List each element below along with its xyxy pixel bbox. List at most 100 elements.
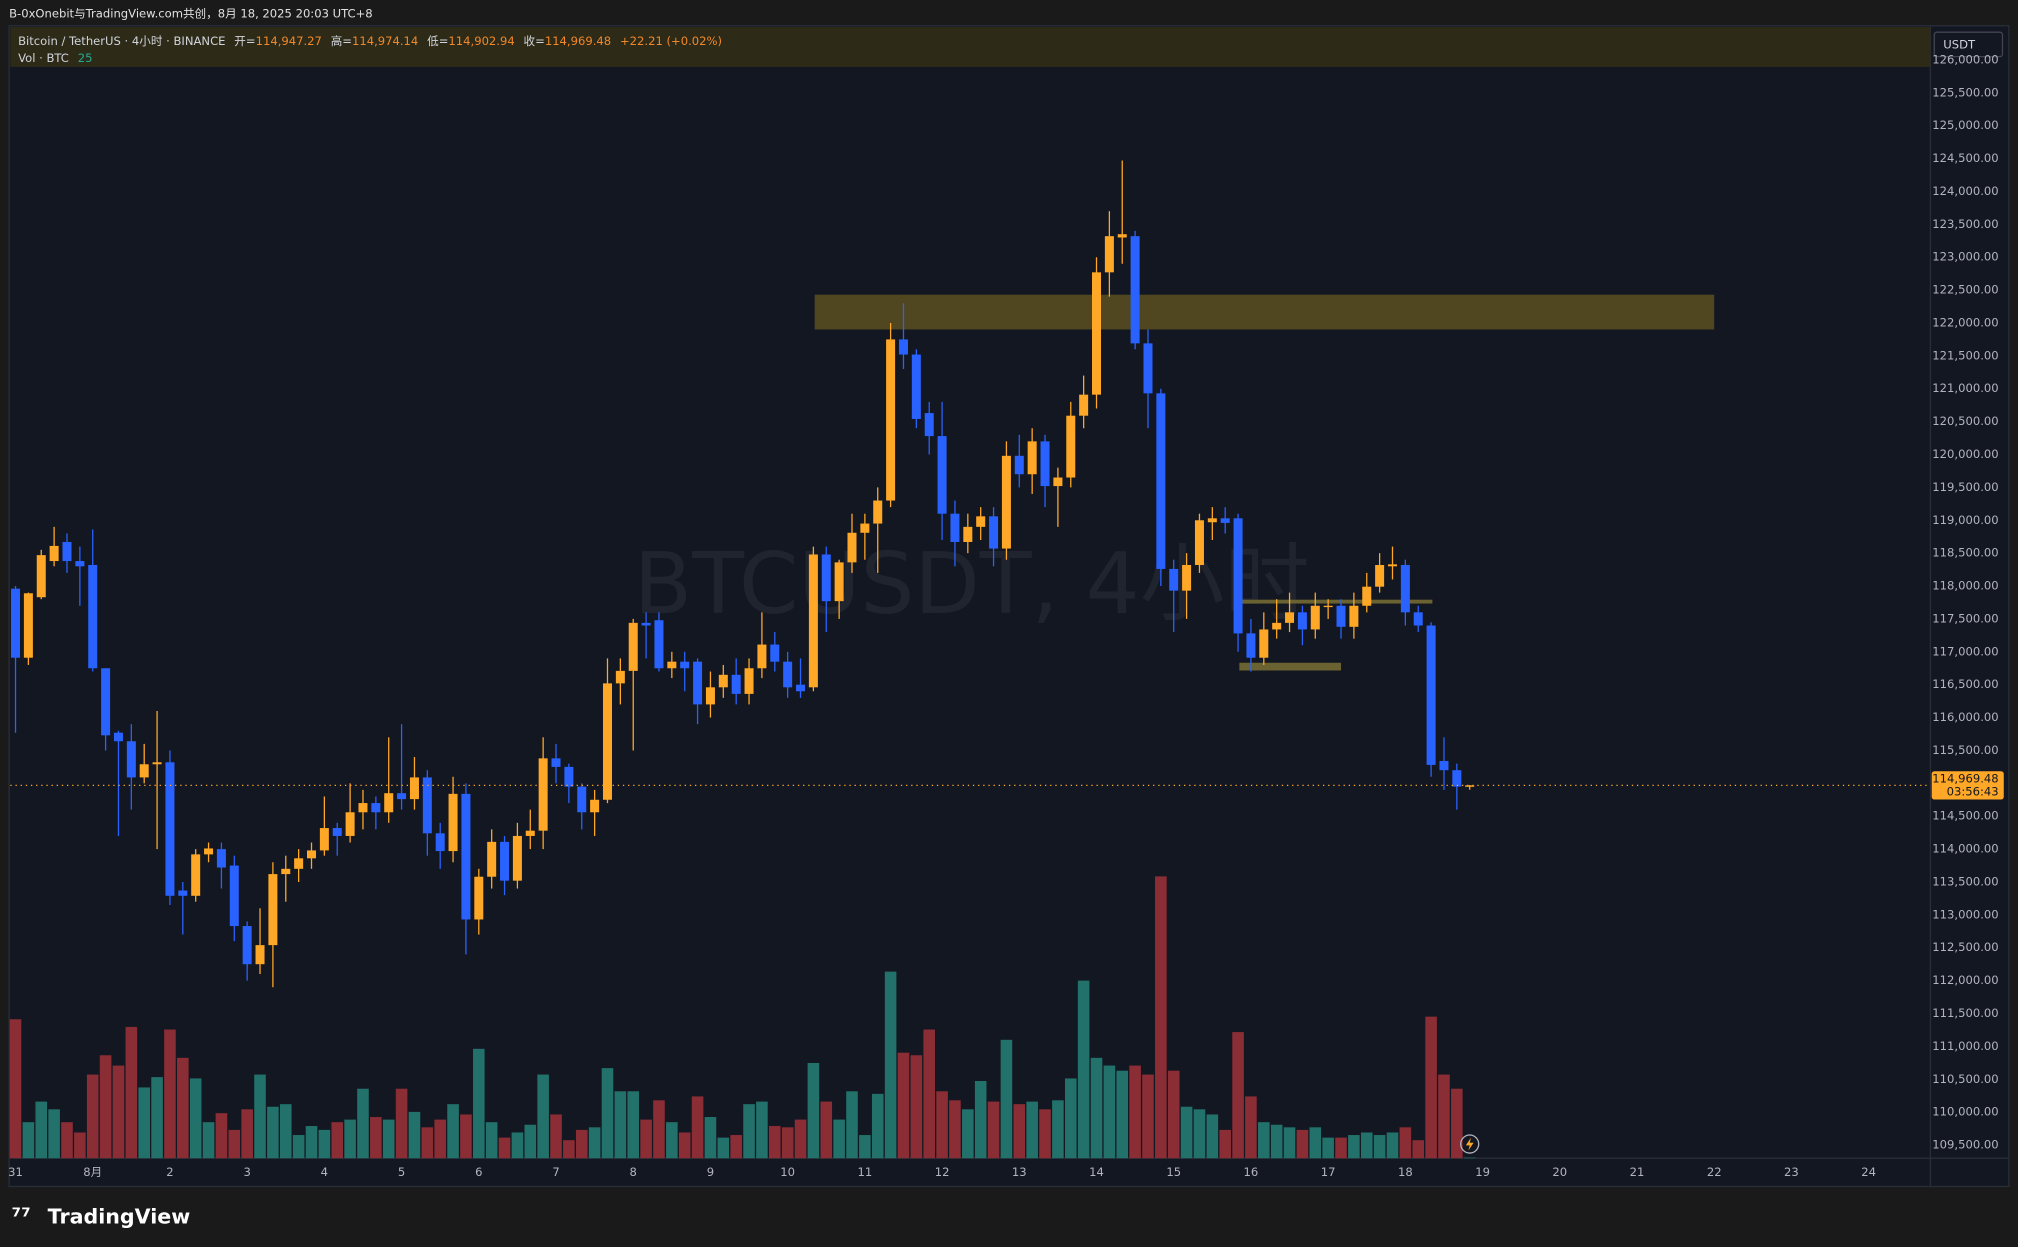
y-tick-label: 121,000.00 xyxy=(1932,381,1998,395)
volume-bar xyxy=(974,1080,987,1159)
candle-body xyxy=(1117,234,1127,238)
volume-bar xyxy=(138,1087,150,1159)
candle-body xyxy=(474,876,484,920)
volume-bar xyxy=(382,1119,395,1159)
candle-body xyxy=(1001,455,1011,549)
x-tick-label: 22 xyxy=(1707,1165,1722,1179)
candle-body xyxy=(783,661,793,688)
candle-body xyxy=(448,793,458,852)
y-tick-label: 117,500.00 xyxy=(1932,611,1998,625)
candle-body xyxy=(1066,415,1076,478)
candle-body xyxy=(242,926,252,965)
candle-body xyxy=(332,828,342,836)
x-tick-label: 7 xyxy=(552,1165,559,1179)
volume-bar xyxy=(305,1126,318,1159)
volume-bar xyxy=(1309,1127,1322,1159)
volume-bar xyxy=(1193,1109,1206,1159)
volume-bar xyxy=(357,1088,369,1159)
candle-body xyxy=(911,354,921,419)
candle-body xyxy=(75,561,85,567)
candle-body xyxy=(512,835,522,881)
candle-body xyxy=(1233,518,1243,634)
volume-bar xyxy=(447,1104,459,1159)
volume-bar xyxy=(794,1119,807,1159)
candle-body xyxy=(628,622,638,671)
candle-body xyxy=(590,799,600,813)
candle-body xyxy=(1426,625,1436,765)
ohlc-value: 114,974.14 xyxy=(352,34,418,48)
volume-bar xyxy=(35,1101,48,1159)
candle-body xyxy=(409,777,419,800)
candle-body xyxy=(525,830,535,836)
y-tick-label: 122,000.00 xyxy=(1932,315,1998,329)
y-tick-label: 126,000.00 xyxy=(1932,52,1998,66)
y-tick-label: 123,500.00 xyxy=(1932,217,1998,231)
replay-icon[interactable] xyxy=(1460,1134,1480,1154)
volume-bar xyxy=(86,1074,99,1159)
volume-bar xyxy=(1142,1074,1154,1159)
volume-bar xyxy=(1451,1088,1463,1159)
candle-body xyxy=(255,945,265,965)
volume-bar xyxy=(1116,1070,1129,1159)
candle-body xyxy=(602,683,612,800)
candle-body xyxy=(435,833,445,852)
volume-bar xyxy=(421,1127,434,1159)
y-tick-label: 122,500.00 xyxy=(1932,283,1998,297)
y-tick-label: 111,000.00 xyxy=(1932,1039,1998,1053)
x-tick-label: 24 xyxy=(1861,1165,1876,1179)
candle-body xyxy=(1413,612,1423,626)
volume-bar xyxy=(537,1074,549,1159)
volume-bar xyxy=(1258,1122,1270,1159)
volume-bar xyxy=(833,1119,845,1159)
volume-bar xyxy=(614,1091,627,1159)
candle-body xyxy=(1156,393,1166,569)
candle-body xyxy=(88,564,98,669)
y-tick-label: 120,500.00 xyxy=(1932,414,1998,428)
volume-bar xyxy=(202,1122,215,1159)
candle-body xyxy=(11,588,21,658)
y-tick-label: 120,000.00 xyxy=(1932,447,1998,461)
replay-icon xyxy=(1465,1137,1474,1151)
candle-body xyxy=(229,865,239,927)
candle-body xyxy=(1207,518,1217,523)
volume-bar xyxy=(1373,1135,1386,1159)
candle-body xyxy=(139,764,149,778)
candle-body xyxy=(422,777,432,834)
candle-body xyxy=(358,803,368,813)
legend-row: Bitcoin / TetherUS · 4小时 · BINANCE 开=114… xyxy=(18,34,722,48)
volume-bar xyxy=(575,1129,588,1159)
volume-bar xyxy=(1232,1032,1244,1159)
candle-body xyxy=(1130,236,1140,344)
volume-bar xyxy=(1064,1078,1077,1159)
volume-bar xyxy=(1296,1129,1309,1159)
candle-body xyxy=(705,687,715,705)
y-tick-label: 113,000.00 xyxy=(1932,907,1998,921)
volume-bar xyxy=(1270,1124,1283,1159)
y-tick-label: 121,500.00 xyxy=(1932,348,1998,362)
volume-bar xyxy=(1000,1039,1013,1159)
volume-bar xyxy=(228,1129,241,1159)
volume-bar xyxy=(292,1135,305,1159)
candle-body xyxy=(860,523,870,533)
brand: TradingView xyxy=(48,1204,191,1228)
drawn-line xyxy=(1239,662,1342,671)
volume-bar xyxy=(781,1127,794,1159)
volume-bar xyxy=(254,1074,266,1159)
candle-body xyxy=(1323,605,1333,608)
x-tick-label: 19 xyxy=(1475,1165,1490,1179)
x-tick-label: 2 xyxy=(166,1165,173,1179)
y-tick-label: 118,000.00 xyxy=(1932,579,1998,593)
x-tick-label: 3 xyxy=(243,1165,250,1179)
volume-bar xyxy=(1090,1057,1103,1159)
currency-box[interactable] xyxy=(1933,31,2004,58)
candle-body xyxy=(847,532,857,563)
candle-body xyxy=(744,668,754,694)
volume-bar xyxy=(910,1055,923,1159)
volume-bar xyxy=(949,1100,961,1159)
candle-body xyxy=(834,562,844,602)
ohlc-label: 开= xyxy=(234,34,255,48)
volume-bar xyxy=(241,1109,253,1159)
candle-body xyxy=(641,622,651,626)
brand-mark: ⁷⁷ xyxy=(12,1204,31,1229)
y-tick-label: 123,000.00 xyxy=(1932,250,1998,264)
